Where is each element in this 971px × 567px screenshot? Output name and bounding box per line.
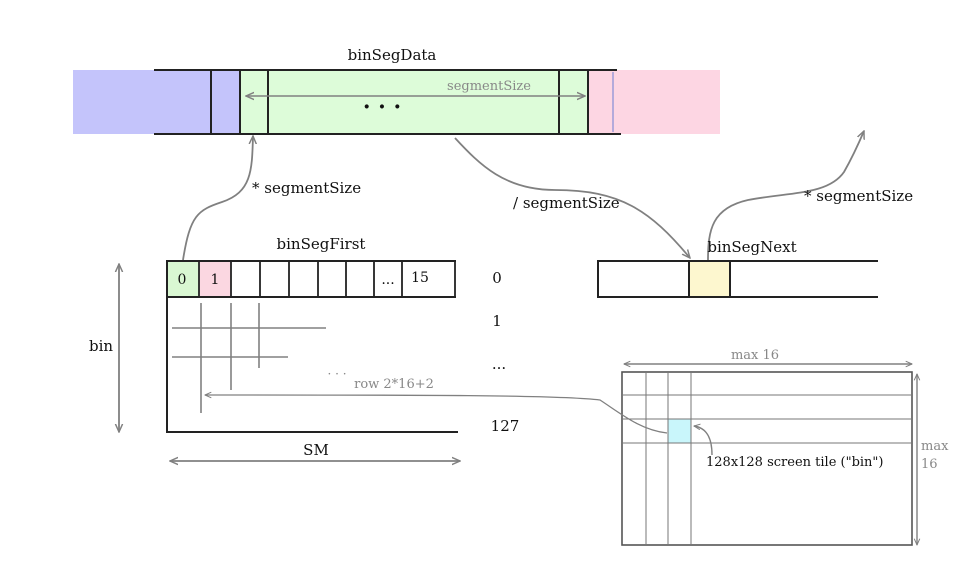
binsegnext-out-arrow bbox=[707, 131, 864, 261]
binsegdata-blue-region bbox=[73, 70, 240, 134]
row-label-0: 0 bbox=[492, 269, 502, 287]
bin-label: bin bbox=[89, 337, 113, 355]
binsegdata-green-region bbox=[240, 70, 588, 134]
binsegnext-bar: binSegNext bbox=[597, 238, 878, 298]
binsegdata-ellipsis: · · · bbox=[363, 94, 401, 120]
row-label-dots: ... bbox=[492, 355, 506, 373]
binsegfirst-cell-15: 15 bbox=[411, 270, 429, 286]
binsegfirst-cell-ellipsis: ... bbox=[381, 272, 394, 288]
screen-tile-label: 128x128 screen tile ("bin") bbox=[706, 455, 883, 470]
binsegfirst-cell-0-bg bbox=[167, 261, 199, 297]
binsegfirst-title: binSegFirst bbox=[277, 235, 366, 253]
segmentsize-label: segmentSize bbox=[447, 79, 531, 94]
sm-label: SM bbox=[303, 441, 329, 459]
binsegfirst-to-data-arrow bbox=[182, 136, 253, 261]
binsegfirst-table: binSegFirst 0 1 ... 15 · · · 0 1 ... 127 bbox=[166, 235, 519, 435]
binsegnext-title: binSegNext bbox=[707, 238, 796, 256]
binsegfirst-cell-0: 0 bbox=[178, 272, 187, 288]
data-to-binsegnext-arrow bbox=[454, 137, 690, 258]
screen-grid-border bbox=[621, 371, 913, 546]
div-segmentsize-label: / segmentSize bbox=[513, 194, 620, 212]
inner-grid-ellipsis: · · · bbox=[327, 367, 346, 381]
binsegfirst-cell-1: 1 bbox=[211, 272, 220, 288]
screen-tile-highlight bbox=[668, 419, 691, 443]
max16-side-label-1: max bbox=[921, 439, 949, 454]
mul-segmentsize-right-label: * segmentSize bbox=[804, 187, 913, 205]
max16-side-label-2: 16 bbox=[921, 457, 938, 472]
row-label-1: 1 bbox=[492, 312, 502, 330]
mul-segmentsize-left-label: * segmentSize bbox=[252, 179, 361, 197]
binsegfirst-cell-1-bg bbox=[199, 261, 231, 297]
screen-tile-grid: max 16 max 16 128x128 screen tile ("bin"… bbox=[621, 348, 949, 546]
binsegdata-pink-region bbox=[588, 70, 720, 134]
row-reference-arrow bbox=[205, 395, 668, 434]
screen-tile-callout-arrow bbox=[694, 426, 713, 456]
binsegdata-title: binSegData bbox=[348, 46, 437, 64]
max16-top-label: max 16 bbox=[731, 348, 779, 363]
binsegdata-bar: binSegData segmentSize · · · bbox=[73, 46, 720, 135]
binsegnext-highlight-cell bbox=[689, 261, 730, 297]
row-formula-label: row 2*16+2 bbox=[354, 377, 434, 392]
row-label-127: 127 bbox=[491, 417, 520, 435]
